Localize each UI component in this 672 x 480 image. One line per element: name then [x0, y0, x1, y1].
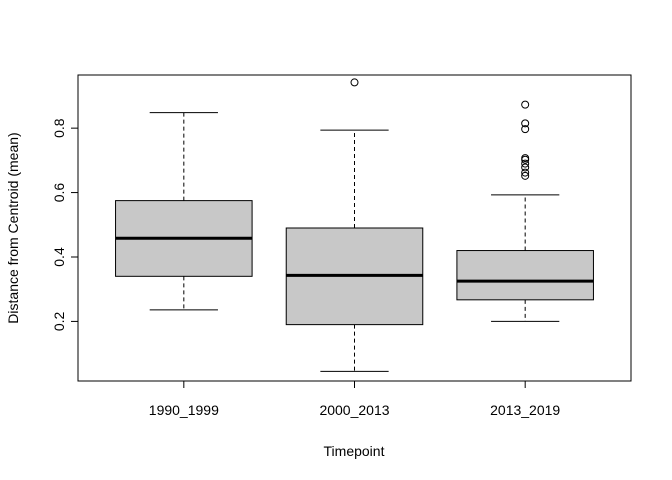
outlier-point — [350, 78, 359, 87]
x-axis-label: Timepoint — [324, 443, 385, 459]
y-axis: 0.2 0.4 0.6 0.8 — [51, 118, 79, 331]
boxes-layer — [115, 78, 594, 372]
x-tick-label: 1990_1999 — [149, 402, 219, 418]
x-tick-label: 2000_2013 — [319, 402, 389, 418]
outlier-point — [521, 163, 530, 172]
y-axis-label: Distance from Centroid (mean) — [5, 132, 21, 323]
x-axis: 1990_1999 2000_2013 2013_2019 — [149, 380, 560, 418]
box-iqr — [456, 250, 594, 301]
outlier-point — [521, 168, 530, 177]
outlier-point — [521, 125, 530, 134]
y-tick-label: 0.4 — [51, 247, 67, 267]
outlier-point — [521, 154, 530, 163]
box-group — [456, 100, 594, 322]
outlier-point — [521, 159, 530, 168]
box-group — [115, 112, 253, 311]
x-tick-label: 2013_2019 — [490, 402, 560, 418]
outlier-point — [521, 100, 530, 109]
outlier-point — [521, 171, 530, 180]
y-tick-label: 0.2 — [51, 311, 67, 331]
outlier-point — [521, 119, 530, 128]
box-group — [285, 78, 424, 372]
y-tick-label: 0.6 — [51, 183, 67, 203]
y-tick-label: 0.8 — [51, 118, 67, 138]
